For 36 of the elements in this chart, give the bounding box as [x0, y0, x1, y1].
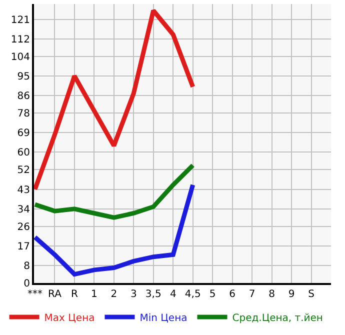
- line-series: [34, 182, 196, 277]
- x-tick-label: 2: [110, 289, 118, 300]
- y-tick-label: 104: [10, 52, 30, 63]
- y-tick-label: 34: [17, 204, 30, 216]
- x-tick-label: 4: [170, 289, 176, 300]
- x-tick-label: 1: [91, 289, 98, 300]
- line-series: [34, 8, 196, 192]
- y-tick-label: 8: [24, 261, 30, 272]
- x-tick-label: 5: [209, 289, 216, 300]
- y-tick-label: 26: [17, 222, 30, 233]
- legend-label: Min Цена: [140, 312, 188, 324]
- x-tick-label: 8: [268, 289, 275, 300]
- y-tick-label: 78: [17, 108, 30, 120]
- x-tick-label: ***: [27, 289, 42, 300]
- x-tick-label: S: [308, 289, 314, 300]
- y-tick-label: 69: [17, 128, 30, 140]
- y-tick-label: 86: [17, 91, 30, 102]
- x-tick-label: 4,5: [184, 289, 201, 300]
- y-tick-label: 112: [10, 34, 30, 46]
- line-series: [34, 163, 196, 220]
- y-tick-label: 43: [17, 184, 30, 196]
- x-tick-label: R: [70, 289, 78, 300]
- x-tick-label: 3: [130, 289, 137, 300]
- x-tick-label: 9: [288, 289, 295, 300]
- y-tick-label: 121: [10, 14, 30, 26]
- y-tick-label: 0: [24, 278, 30, 290]
- y-tick-label: 52: [17, 165, 30, 176]
- y-tick-label: 60: [17, 148, 30, 159]
- y-tick-label: 95: [17, 71, 30, 82]
- y-tick-label: 17: [17, 241, 30, 252]
- x-tick-label: 3,5: [145, 289, 162, 300]
- x-tick-label: 6: [229, 289, 236, 300]
- legend-label: Сред.Цена, т.йен: [232, 312, 323, 324]
- x-tick-label: RA: [48, 289, 62, 300]
- legend-label: Max Цена: [44, 312, 95, 324]
- x-tick-label: 7: [248, 289, 256, 300]
